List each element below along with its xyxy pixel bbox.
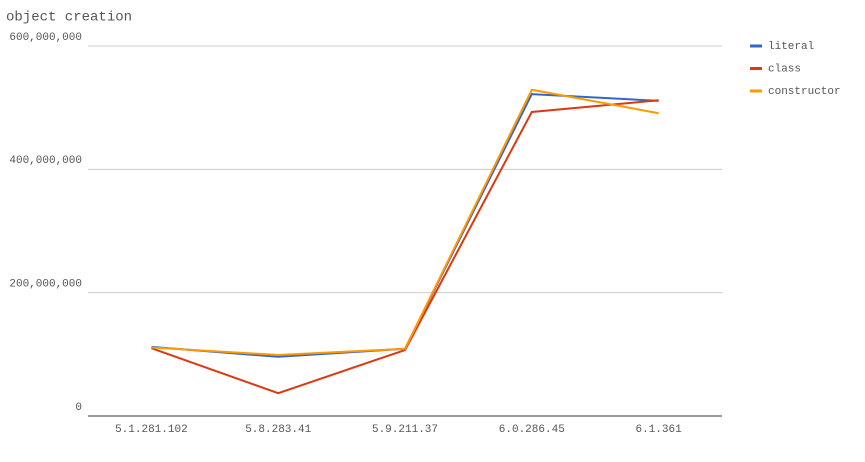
x-tick-label: 5.1.281.102 — [115, 424, 188, 436]
y-tick-label: 200,000,000 — [9, 279, 82, 291]
chart-title: object creation — [6, 10, 132, 26]
legend-label: constructor — [768, 86, 841, 98]
y-tick-label: 600,000,000 — [9, 32, 82, 44]
x-tick-label: 6.1.361 — [635, 424, 682, 436]
series-line — [151, 93, 659, 358]
x-tick-label: 5.8.283.41 — [245, 424, 311, 436]
y-tick-label: 400,000,000 — [9, 155, 82, 167]
legend-label: class — [768, 63, 801, 75]
series-line — [151, 99, 659, 395]
y-tick-label: 0 — [75, 402, 82, 414]
series-line — [151, 88, 659, 356]
x-tick-label: 5.9.211.37 — [372, 424, 438, 436]
legend-label: literal — [768, 41, 814, 53]
x-tick-label: 6.0.286.45 — [499, 424, 565, 436]
